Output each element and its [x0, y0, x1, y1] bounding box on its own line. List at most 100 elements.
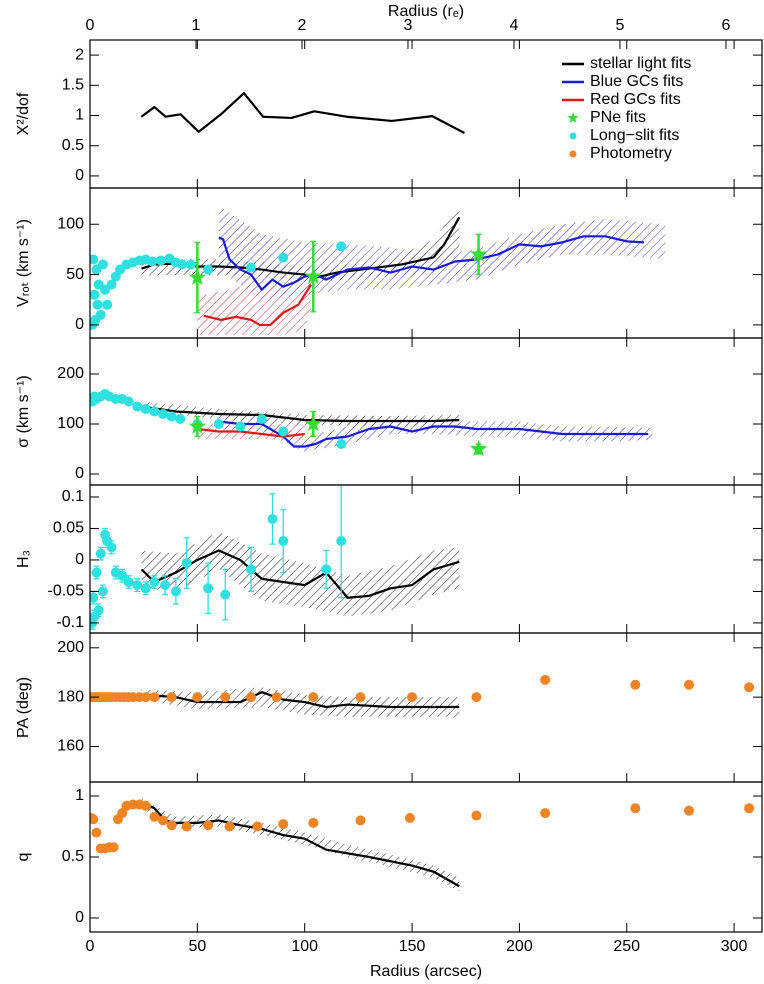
y-tick-label: 200 — [57, 365, 84, 382]
y-tick-label: 0 — [75, 167, 84, 184]
panel — [90, 674, 755, 717]
point — [140, 800, 151, 811]
y-axis-label: Vᵣₒₜ (km s⁻¹) — [15, 219, 32, 307]
star-point — [188, 417, 206, 434]
top-x-tick-label: 2 — [298, 17, 307, 34]
point — [744, 803, 755, 814]
point — [267, 514, 278, 525]
point — [246, 564, 257, 575]
point — [355, 692, 366, 703]
y-tick-label: 1.5 — [62, 77, 84, 94]
point — [224, 821, 235, 832]
y-tick-label: 100 — [57, 215, 84, 232]
point — [132, 580, 143, 591]
profile-line — [197, 427, 305, 438]
top-x-tick-label: 1 — [192, 17, 201, 34]
panel — [90, 389, 653, 457]
point — [181, 558, 192, 569]
point — [117, 808, 128, 819]
x-axis-label: Radius (arcsec) — [370, 963, 482, 980]
panel — [90, 206, 666, 335]
point — [92, 299, 103, 310]
point — [271, 692, 282, 703]
point — [246, 262, 257, 273]
point — [155, 255, 166, 266]
point — [90, 814, 99, 825]
y-axis-label: σ (km s⁻¹) — [15, 375, 32, 448]
legend-label: Blue GCs fits — [590, 73, 683, 90]
point — [252, 821, 263, 832]
legend-label: Photometry — [590, 145, 672, 162]
point — [140, 583, 151, 594]
point — [336, 241, 347, 252]
x-tick-label: 0 — [86, 938, 95, 955]
point — [93, 605, 104, 616]
y-tick-label: 50 — [66, 266, 84, 283]
star-point — [470, 440, 488, 457]
point — [336, 439, 347, 449]
point — [177, 259, 188, 270]
x-tick-label: 200 — [506, 938, 533, 955]
legend-swatch — [569, 150, 577, 158]
point — [213, 419, 224, 429]
point — [123, 576, 134, 587]
point — [308, 692, 319, 703]
point — [90, 289, 100, 300]
legend-label: Red GCs fits — [590, 91, 681, 108]
point — [630, 803, 641, 814]
error-band — [218, 414, 653, 452]
point — [140, 404, 151, 414]
point — [149, 576, 160, 587]
point — [157, 815, 168, 826]
y-tick-label: 0.05 — [53, 520, 84, 537]
top-x-axis-label: Radius (rₑ) — [388, 3, 464, 20]
point — [355, 815, 366, 826]
error-band — [141, 798, 460, 892]
legend-label: PNe fits — [590, 109, 646, 126]
top-x-tick-label: 5 — [616, 17, 625, 34]
y-tick-label: 0 — [75, 316, 84, 333]
y-tick-label: 0.5 — [62, 137, 84, 154]
point — [147, 256, 158, 267]
point — [166, 820, 177, 831]
point — [106, 279, 117, 290]
point — [175, 414, 186, 424]
point — [149, 692, 160, 703]
y-tick-label: 100 — [57, 415, 84, 432]
point — [132, 401, 143, 412]
y-tick-label: 1 — [75, 787, 84, 804]
y-axis-label: H₃ — [15, 550, 32, 568]
x-tick-label: 150 — [399, 938, 426, 955]
star-point — [304, 267, 322, 284]
point — [157, 409, 168, 419]
x-tick-label: 50 — [188, 938, 206, 955]
point — [203, 820, 214, 831]
point — [278, 536, 289, 547]
y-tick-label: 0 — [75, 551, 84, 568]
y-axis-label: X²/dof — [15, 92, 32, 135]
point — [166, 692, 177, 703]
panel — [90, 798, 755, 892]
point — [278, 426, 289, 437]
point — [140, 692, 151, 703]
star-point — [470, 245, 488, 262]
point — [684, 679, 695, 690]
point — [102, 299, 113, 310]
y-tick-label: 2 — [75, 46, 84, 63]
y-axis-label: PA (deg) — [15, 677, 32, 738]
point — [471, 810, 482, 821]
point — [106, 542, 117, 553]
legend-swatch — [567, 112, 579, 123]
legend-label: Long−slit fits — [590, 127, 679, 144]
point — [336, 536, 347, 547]
x-tick-label: 100 — [291, 938, 318, 955]
y-tick-label: 1 — [75, 107, 84, 124]
point — [220, 589, 231, 600]
point — [684, 805, 695, 816]
point — [160, 580, 171, 591]
panel-frame — [89, 781, 763, 933]
point — [203, 583, 214, 594]
point — [91, 827, 102, 838]
top-x-tick-label: 4 — [510, 17, 519, 34]
point — [407, 692, 418, 703]
